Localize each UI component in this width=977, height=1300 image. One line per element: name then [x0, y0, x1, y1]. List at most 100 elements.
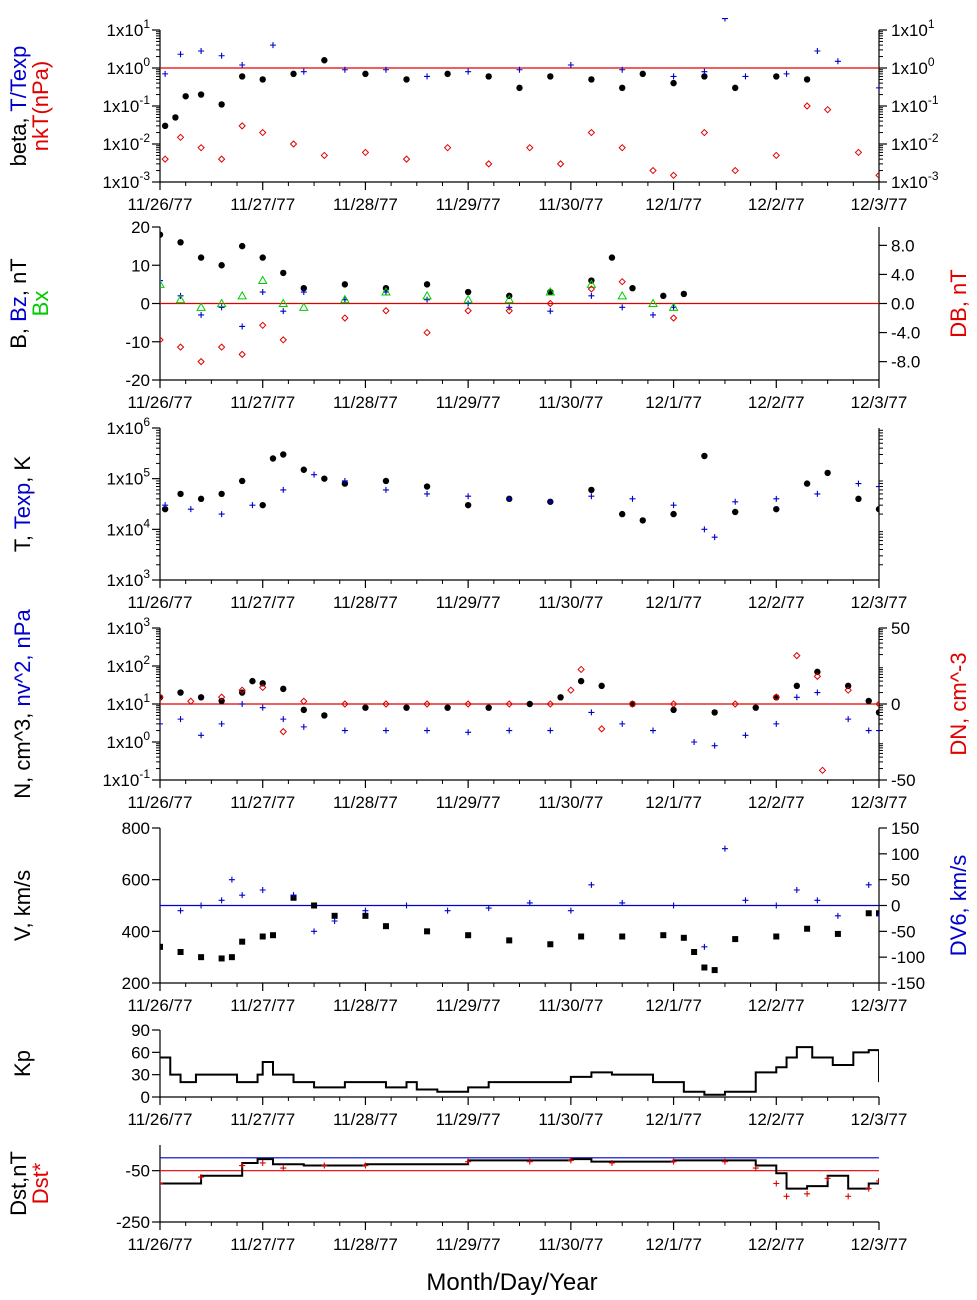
data-point-red: [423, 328, 431, 337]
x-axis-label: Month/Day/Year: [426, 1269, 597, 1296]
data-point-black: [773, 505, 780, 513]
data-point-blue: [619, 66, 626, 73]
data-point-black: [280, 685, 287, 693]
data-point-black: [321, 475, 328, 482]
x-tick-label: 11/29/77: [436, 1235, 501, 1254]
data-point-blue: [834, 58, 841, 65]
data-point-black: [198, 954, 205, 961]
data-point-red: [772, 693, 780, 701]
x-tick-label: 11/27/77: [230, 393, 295, 412]
data-point-red: [752, 1165, 759, 1172]
data-point-black: [218, 262, 225, 269]
x-tick-label: 12/1/77: [645, 393, 702, 412]
x-tick-label: 11/30/77: [538, 996, 603, 1015]
data-point-green: [381, 287, 391, 296]
x-tick-label: 11/26/77: [128, 195, 193, 214]
x-tick-label: 11/30/77: [538, 195, 603, 214]
y-right-tick-label: -50: [891, 771, 916, 790]
data-point-black: [464, 288, 472, 296]
data-point-blue: [218, 511, 225, 518]
y-axis-label-left: T, Texp, K: [10, 456, 35, 553]
data-point-red: [160, 336, 164, 344]
y-tick-label: -20: [125, 371, 150, 390]
data-point-red: [875, 171, 879, 180]
data-point-black: [321, 712, 328, 719]
data-point-blue: [547, 308, 554, 315]
y-tick-label: 1x105: [106, 466, 150, 489]
y-tick-label: -50: [125, 1162, 150, 1181]
data-point-blue: [239, 61, 246, 68]
data-point-black: [177, 490, 184, 498]
data-point-blue: [228, 876, 235, 883]
y-tick-label: 1x102: [106, 653, 150, 676]
x-tick-label: 11/28/77: [333, 793, 398, 812]
x-tick-label: 11/30/77: [538, 1235, 603, 1254]
data-point-black: [238, 73, 246, 80]
x-tick-label: 11/30/77: [538, 1110, 603, 1129]
y-right-tick-label: -4.0: [891, 324, 920, 343]
panel-4: 11/26/77 11/27/77 11/28/77 11/29/77 11/30/77…: [10, 609, 971, 812]
y-tick-label: 30: [131, 1066, 150, 1085]
data-point-blue: [259, 887, 266, 893]
data-point-blue: [793, 694, 800, 701]
data-point-black: [331, 912, 338, 919]
data-point-black: [577, 677, 585, 685]
data-point-black: [300, 466, 307, 473]
data-point-red: [217, 343, 226, 351]
data-point-blue: [362, 907, 369, 914]
data-point-black: [444, 70, 451, 78]
x-tick-label: 11/27/77: [230, 195, 295, 214]
data-point-black: [588, 486, 595, 494]
data-point-red: [382, 700, 390, 708]
data-point-blue: [239, 701, 246, 707]
data-point-blue: [876, 727, 879, 734]
x-tick-label: 12/3/77: [851, 393, 908, 412]
data-point-black: [197, 694, 205, 701]
x-tick-label: 11/28/77: [333, 1235, 398, 1254]
data-point-blue: [177, 716, 184, 723]
x-tick-label: 12/2/77: [748, 996, 805, 1015]
data-point-red: [402, 155, 411, 163]
data-point-black: [701, 964, 708, 971]
y-axis-label-left: B, Bz, nT: [6, 258, 31, 349]
data-point-red: [505, 307, 513, 315]
data-point-red: [321, 1162, 328, 1169]
data-point-blue: [876, 84, 879, 91]
data-point-red: [824, 1175, 831, 1182]
series-group: [161, 451, 879, 541]
data-point-blue: [783, 70, 790, 77]
data-point-blue: [526, 899, 533, 906]
data-point-black: [660, 292, 667, 300]
y-axis-label-left: Dst,nT: [6, 1151, 31, 1216]
data-point-black: [423, 281, 431, 288]
data-point-red: [280, 1165, 287, 1172]
data-point-blue: [814, 689, 821, 696]
data-point-red: [628, 700, 637, 708]
x-tick-label: 12/2/77: [748, 195, 805, 214]
data-point-red: [567, 686, 575, 694]
y-right-tick-label: 1x101: [891, 17, 935, 40]
data-point-black: [197, 254, 205, 261]
data-point-blue: [742, 732, 749, 739]
y-label-part: T,: [10, 529, 35, 552]
data-point-green: [504, 294, 515, 304]
y-tick-label: 60: [131, 1043, 150, 1062]
data-point-red: [217, 155, 226, 163]
y-tick-label: 1x10-3: [102, 169, 150, 192]
data-point-blue: [403, 902, 410, 909]
y-tick-label: 1x103: [106, 567, 150, 590]
y-tick-label: 1x103: [106, 615, 150, 638]
data-point-blue: [218, 304, 225, 311]
data-point-blue: [773, 495, 780, 502]
data-point-black: [803, 76, 811, 83]
data-point-black: [680, 290, 688, 298]
data-point-red: [239, 1162, 246, 1169]
y-axis-label-left-2: nkT(nPa): [28, 61, 53, 151]
y-label-part: Dst*: [28, 1162, 53, 1204]
data-point-blue: [485, 905, 492, 912]
x-tick-label: 11/26/77: [128, 1110, 193, 1129]
x-tick-label: 12/1/77: [645, 793, 702, 812]
data-point-blue: [465, 493, 472, 500]
y-right-tick-label: -50: [891, 922, 916, 941]
data-point-black: [578, 933, 585, 940]
